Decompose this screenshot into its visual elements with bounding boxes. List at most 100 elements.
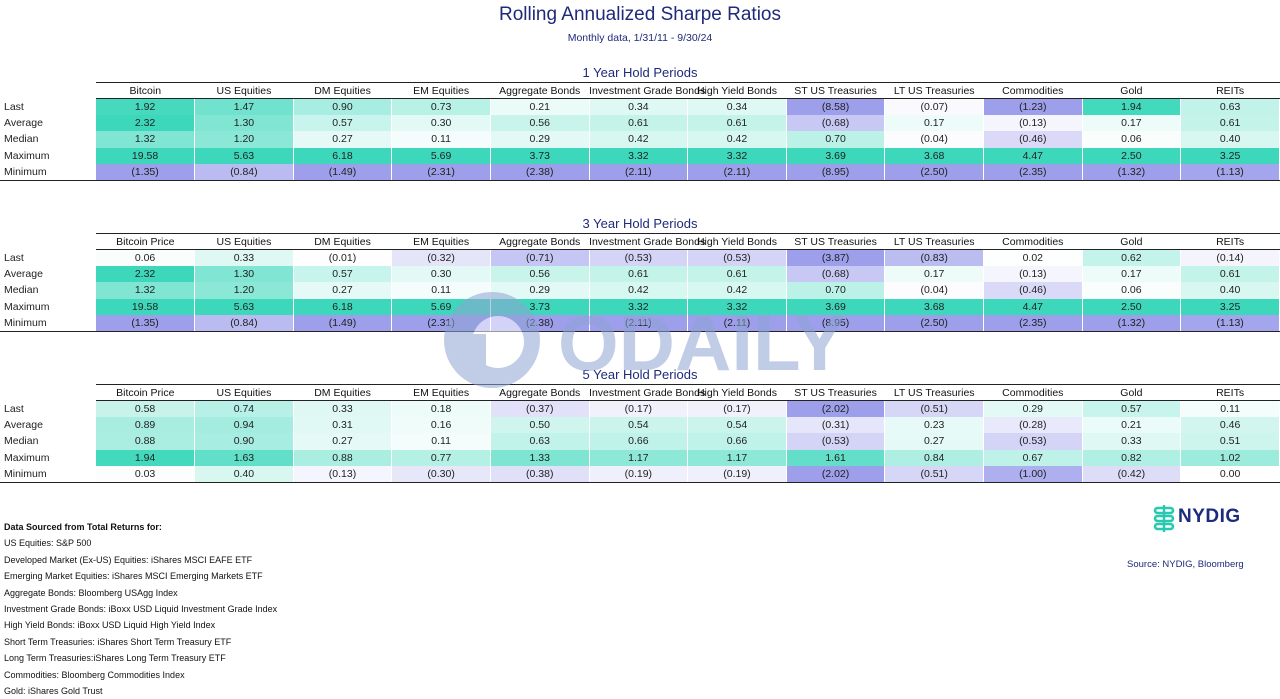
value-cell: 3.69 <box>786 147 886 165</box>
value-cell: 3.32 <box>687 298 787 316</box>
row-label: Maximum <box>4 149 50 162</box>
table-row: Minimum (1.35) (0.84) (1.49) (2.31) (2.38) (2.… <box>0 164 1280 181</box>
column-header: Gold <box>1082 384 1181 401</box>
notes-list: US Equities: S&P 500 Developed Market (Ex… <box>4 535 704 699</box>
value-cell: 0.58 <box>96 400 196 417</box>
value-cell: 0.89 <box>96 416 196 434</box>
note-line: Emerging Market Equities: iShares MSCI E… <box>4 571 263 582</box>
value-cell: (0.71) <box>490 249 590 266</box>
column-header: Commodities <box>983 233 1083 250</box>
value-cell: 0.34 <box>589 98 689 115</box>
value-cell: (0.53) <box>687 249 787 266</box>
value-cell: 0.57 <box>1082 400 1182 417</box>
value-cell: 0.73 <box>391 98 491 115</box>
table-row: Last 0.06 0.33 (0.01) (0.32) (0.71) (0.53) (0.5… <box>0 249 1280 266</box>
value-cell: 0.29 <box>490 282 590 299</box>
value-cell: (0.38) <box>490 466 590 483</box>
value-cell: 2.32 <box>96 265 196 283</box>
value-cell: 0.42 <box>589 131 689 148</box>
value-cell: (1.35) <box>96 315 196 332</box>
value-cell: 0.61 <box>589 114 689 132</box>
table-row: Minimum (1.35) (0.84) (1.49) (2.31) (2.38) (2.… <box>0 315 1280 332</box>
table-3-year: 3 Year Hold Periods Bitcoin Price US Equi… <box>0 215 1280 332</box>
value-cell: (0.53) <box>983 433 1083 450</box>
column-header: Commodities <box>983 384 1083 401</box>
value-cell: 0.62 <box>1082 249 1182 266</box>
column-header: Bitcoin Price <box>96 233 195 250</box>
column-header: LT US Treasuries <box>884 384 984 401</box>
value-cell: (2.50) <box>884 164 984 181</box>
column-header: US Equities <box>194 233 294 250</box>
value-cell: 0.17 <box>1082 265 1182 283</box>
value-cell: 0.11 <box>1180 400 1280 417</box>
value-cell: 0.66 <box>687 433 787 450</box>
value-cell: 0.31 <box>293 416 393 434</box>
column-header: Commodities <box>983 82 1083 99</box>
row-label: Last <box>4 251 24 264</box>
column-header: LT US Treasuries <box>884 233 984 250</box>
note-line: Gold: iShares Gold Trust <box>4 685 103 696</box>
sharpe-table: Bitcoin Price US Equities DM Equities EM Eq… <box>0 233 1280 332</box>
column-header: REITs <box>1180 82 1280 99</box>
note-line: High Yield Bonds: iBoxx USD Liquid High … <box>4 620 216 631</box>
value-cell: (1.32) <box>1082 315 1182 332</box>
value-cell: 0.54 <box>687 416 787 434</box>
value-cell: 0.40 <box>1180 282 1280 299</box>
value-cell: 0.17 <box>884 114 984 132</box>
value-cell: 2.50 <box>1082 147 1182 165</box>
column-header: EM Equities <box>391 233 491 250</box>
value-cell: (0.30) <box>391 466 491 483</box>
value-cell: (2.11) <box>687 164 787 181</box>
value-cell: (3.87) <box>786 249 886 266</box>
value-cell: 19.58 <box>96 147 196 165</box>
value-cell: (0.46) <box>983 131 1083 148</box>
value-cell: 0.33 <box>194 249 294 266</box>
value-cell: 6.18 <box>293 147 393 165</box>
note-line: Aggregate Bonds: Bloomberg USAgg Index <box>4 587 178 598</box>
value-cell: (0.07) <box>884 98 984 115</box>
value-cell: (2.50) <box>884 315 984 332</box>
corner-header <box>0 385 96 401</box>
column-header: EM Equities <box>391 82 491 99</box>
row-label: Last <box>4 100 24 113</box>
value-cell: (2.31) <box>391 315 491 332</box>
value-cell: 0.33 <box>293 400 393 417</box>
value-cell: (0.51) <box>884 466 984 483</box>
value-cell: 4.47 <box>983 298 1083 316</box>
value-cell: 3.68 <box>884 147 984 165</box>
value-cell: (0.01) <box>293 249 393 266</box>
value-cell: 1.20 <box>194 282 294 299</box>
column-header: High Yield Bonds <box>687 233 787 250</box>
value-cell: (0.53) <box>589 249 689 266</box>
value-cell: (0.46) <box>983 282 1083 299</box>
value-cell: (2.38) <box>490 164 590 181</box>
table-row: Last 1.92 1.47 0.90 0.73 0.21 0.34 0.34 (8.58) (0… <box>0 98 1280 115</box>
value-cell: 0.00 <box>1180 466 1280 483</box>
value-cell: 0.30 <box>391 114 491 132</box>
value-cell: (2.11) <box>589 315 689 332</box>
value-cell: (0.68) <box>786 114 886 132</box>
nydig-logo: NYDIG <box>1152 504 1252 532</box>
value-cell: 1.63 <box>194 449 294 467</box>
value-cell: 0.88 <box>293 449 393 467</box>
table-row: Maximum 19.58 5.63 6.18 5.69 3.73 3.32 3.32 3.69… <box>0 298 1280 316</box>
column-header: LT US Treasuries <box>884 82 984 99</box>
value-cell: 0.02 <box>983 249 1083 266</box>
value-cell: 0.42 <box>687 282 787 299</box>
note-line: Short Term Treasuries: iShares Short Ter… <box>4 636 232 647</box>
value-cell: (0.28) <box>983 416 1083 434</box>
row-label: Average <box>4 268 43 281</box>
value-cell: 0.29 <box>490 131 590 148</box>
value-cell: (0.14) <box>1180 249 1280 266</box>
value-cell: 0.56 <box>490 265 590 283</box>
row-label: Maximum <box>4 451 50 464</box>
column-header: Gold <box>1082 82 1181 99</box>
value-cell: 3.73 <box>490 298 590 316</box>
value-cell: 1.92 <box>96 98 196 115</box>
column-header: REITs <box>1180 384 1280 401</box>
column-header: US Equities <box>194 82 294 99</box>
corner-header <box>0 234 96 250</box>
value-cell: (0.13) <box>293 466 393 483</box>
value-cell: 0.90 <box>194 433 294 450</box>
value-cell: 5.63 <box>194 298 294 316</box>
